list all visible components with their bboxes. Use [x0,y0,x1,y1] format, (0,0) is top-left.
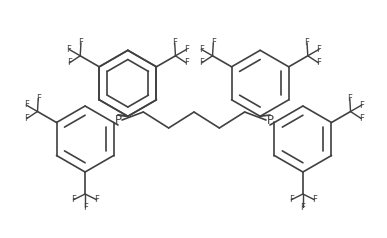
Text: F: F [24,114,29,123]
Text: F: F [83,203,87,212]
Text: F: F [79,38,84,47]
Text: F: F [316,59,321,67]
Text: F: F [199,59,204,67]
Text: F: F [184,45,189,54]
Text: F: F [347,94,352,103]
Text: P: P [115,114,122,127]
Text: F: F [184,59,189,67]
Text: F: F [359,114,364,123]
Text: F: F [199,45,204,54]
Text: F: F [172,38,177,47]
Text: F: F [36,94,41,103]
Text: F: F [305,38,310,47]
Text: F: F [360,100,364,109]
Text: F: F [300,203,305,212]
Text: F: F [24,100,29,109]
Text: P: P [267,114,274,127]
Text: F: F [67,59,72,67]
Text: F: F [312,195,317,204]
Text: F: F [94,195,99,204]
Text: F: F [71,195,76,204]
Text: F: F [67,45,71,54]
Text: F: F [289,195,294,204]
Text: F: F [211,38,216,47]
Text: F: F [317,45,322,54]
